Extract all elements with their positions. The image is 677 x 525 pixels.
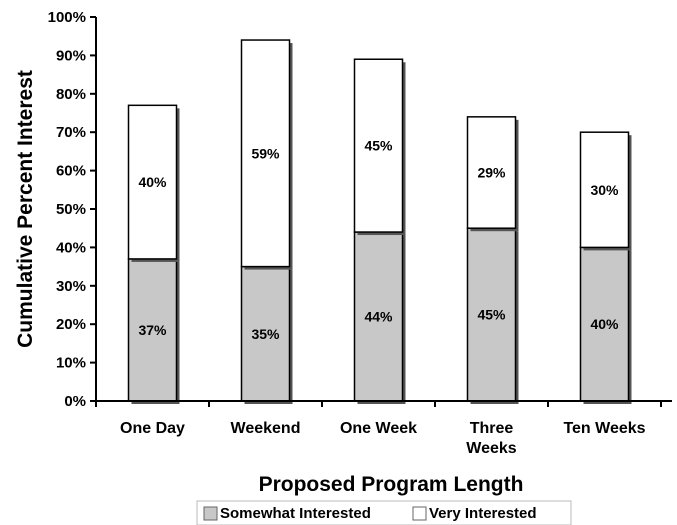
legend-label-very: Very Interested: [429, 505, 537, 522]
x-category-label: One Day: [120, 420, 185, 437]
bar-segment: [579, 246, 630, 402]
x-category-label: Three: [470, 420, 514, 437]
y-tick-label: 30%: [56, 278, 86, 295]
x-category-label: One Week: [340, 420, 417, 437]
bar-data-label: 40%: [138, 174, 167, 190]
legend-swatch-very: [412, 506, 427, 521]
legend: Somewhat Interested Very Interested: [196, 500, 572, 525]
x-category-label: Weekend: [231, 420, 301, 437]
y-tick-label: 80%: [56, 86, 86, 103]
bar-data-label: 35%: [251, 326, 280, 342]
bar-data-label: 37%: [138, 322, 167, 338]
bar-segment: [466, 116, 517, 229]
y-tick-label: 100%: [48, 9, 86, 26]
y-tick-label: 90%: [56, 47, 86, 64]
y-tick-label: 50%: [56, 201, 86, 218]
bar-segment: [127, 104, 178, 260]
x-axis-title: Proposed Program Length: [259, 473, 524, 496]
y-tick-label: 70%: [56, 124, 86, 141]
y-tick-label: 40%: [56, 239, 86, 256]
bar-data-label: 44%: [364, 309, 393, 325]
bar-segment: [466, 227, 517, 402]
y-tick-label: 10%: [56, 355, 86, 372]
bar-data-label: 59%: [251, 145, 280, 161]
y-tick-label: 60%: [56, 163, 86, 180]
bar-data-label: 40%: [590, 316, 619, 332]
bar-segment: [579, 131, 630, 249]
bar-data-label: 30%: [590, 182, 619, 198]
bar-data-label: 45%: [477, 307, 506, 323]
legend-swatch-somewhat: [203, 506, 218, 521]
x-category-label: Ten Weeks: [563, 420, 645, 437]
y-tick-label: 20%: [56, 316, 86, 333]
y-axis-title: Cumulative Percent Interest: [14, 70, 37, 348]
bar-data-label: 45%: [364, 138, 393, 154]
legend-label-somewhat: Somewhat Interested: [220, 505, 371, 522]
bar-segment: [240, 39, 291, 268]
bar-segment: [127, 258, 178, 402]
x-category-label: Weeks: [466, 440, 517, 457]
bar-segment: [353, 58, 404, 233]
y-tick-label: 0%: [64, 393, 86, 410]
bar-data-label: 29%: [477, 165, 506, 181]
legend-box: [196, 500, 572, 525]
